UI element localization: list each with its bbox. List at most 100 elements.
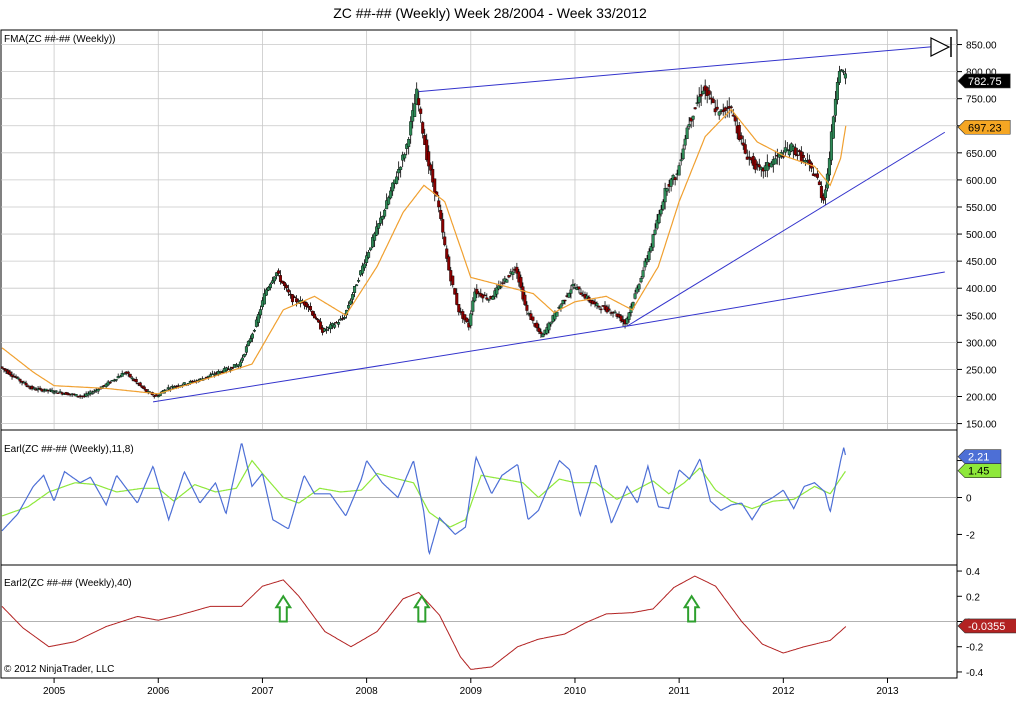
candle-body: [166, 387, 170, 390]
candle-body: [90, 392, 94, 395]
candle-body: [18, 378, 22, 382]
candle-body: [519, 277, 523, 288]
candle-body: [625, 317, 629, 324]
candle-body: [108, 381, 112, 384]
candle-body: [663, 188, 667, 203]
earl-signal-line: [1, 459, 846, 528]
candle-body: [455, 292, 459, 305]
candle-body: [785, 149, 789, 151]
candle-body: [829, 131, 833, 161]
candle-body: [437, 200, 441, 208]
candle-body: [743, 144, 747, 154]
candle-body: [487, 299, 491, 301]
candle-body: [246, 340, 250, 346]
candle-body: [252, 330, 256, 332]
candle-body: [693, 107, 697, 110]
last-price-badge-shape: [957, 73, 1011, 89]
candle-body: [707, 90, 711, 95]
candle-body: [683, 138, 687, 146]
candle-body: [278, 275, 282, 282]
candle-body: [230, 366, 234, 369]
candle-body: [781, 156, 785, 158]
candle-body: [385, 200, 389, 210]
candle-body: [661, 201, 665, 210]
last-price-badge: 782.75: [957, 73, 1011, 89]
candle-body: [563, 299, 567, 302]
candle-body: [254, 319, 258, 327]
y-tick-label: 150.00: [966, 420, 997, 431]
earl-panel[interactable]: Earl(ZC ##-## (Weekly),11,8): [0, 429, 958, 566]
candle-body: [190, 380, 194, 383]
candle-body: [319, 321, 323, 330]
candle-body: [276, 270, 280, 274]
go-to-end-icon[interactable]: [930, 37, 952, 57]
candle-body: [286, 289, 290, 293]
y-axis-price: 150.00 200.00 250.00 300.00 350.00 400.00 450.…: [957, 41, 997, 431]
candle-body: [431, 168, 435, 183]
candle-body: [635, 287, 639, 293]
candle-body: [266, 286, 270, 291]
candle-body: [711, 98, 715, 104]
candle-body: [843, 73, 847, 79]
candle-body: [258, 309, 262, 316]
candle-body: [333, 324, 337, 328]
earl-signal-badge-shape: [957, 463, 1002, 479]
candle-body: [695, 102, 699, 104]
candle-body: [315, 318, 319, 320]
candle-body: [655, 219, 659, 229]
earl2-panel[interactable]: Earl2(ZC ##-## (Weekly),40) © 2012 Ninja…: [0, 564, 958, 679]
candle-body: [697, 96, 701, 103]
candle-body: [835, 82, 839, 100]
price-panel[interactable]: FMA(ZC ##-## (Weekly)): [0, 29, 958, 431]
candle-body: [264, 289, 268, 296]
candle-body: [421, 122, 425, 134]
candle-body: [413, 103, 417, 117]
candle-body: [407, 139, 411, 147]
candle-body: [397, 169, 401, 174]
candle-body: [701, 90, 705, 94]
y-tick-label: 550.00: [966, 203, 997, 214]
candle-body: [349, 300, 353, 305]
candle-body: [311, 310, 315, 316]
candle-body: [244, 346, 248, 353]
candle-body: [128, 373, 132, 378]
candle-body: [106, 381, 110, 386]
candle-body: [427, 151, 431, 167]
candle-body: [44, 388, 48, 391]
candle-body: [593, 301, 597, 305]
candle-body: [212, 374, 216, 376]
candle-body: [294, 298, 298, 303]
candle-body: [60, 392, 64, 395]
candle-body: [651, 234, 655, 248]
candle-body: [317, 319, 321, 323]
candle-body: [0, 366, 4, 369]
trendline: [152, 325, 628, 403]
candle-body: [22, 382, 26, 384]
candle-body: [120, 373, 124, 377]
candle-body: [415, 88, 419, 105]
candle-body: [92, 390, 96, 393]
candle-body: [641, 270, 645, 278]
candle-body: [441, 219, 445, 233]
candle-body: [729, 106, 733, 108]
candle-body: [24, 382, 28, 386]
x-tick-label: 2013: [876, 686, 899, 697]
candle-body: [595, 303, 599, 306]
candle-body: [8, 371, 12, 376]
y-tick-label: 750.00: [966, 95, 997, 106]
candle-body: [10, 374, 14, 377]
candle-body: [383, 209, 387, 217]
candle-body: [20, 380, 24, 383]
candle-body: [361, 265, 365, 274]
candle-body: [481, 294, 485, 299]
candle-body: [709, 97, 713, 100]
candle-body: [567, 293, 571, 298]
earl2-badge-shape: [957, 618, 1016, 634]
candle-body: [613, 311, 617, 314]
candle-body: [627, 312, 631, 320]
trendline: [418, 45, 945, 93]
candle-body: [685, 127, 689, 139]
candle-body: [2, 368, 6, 370]
candle-body: [793, 147, 797, 156]
candle-body: [182, 382, 186, 385]
